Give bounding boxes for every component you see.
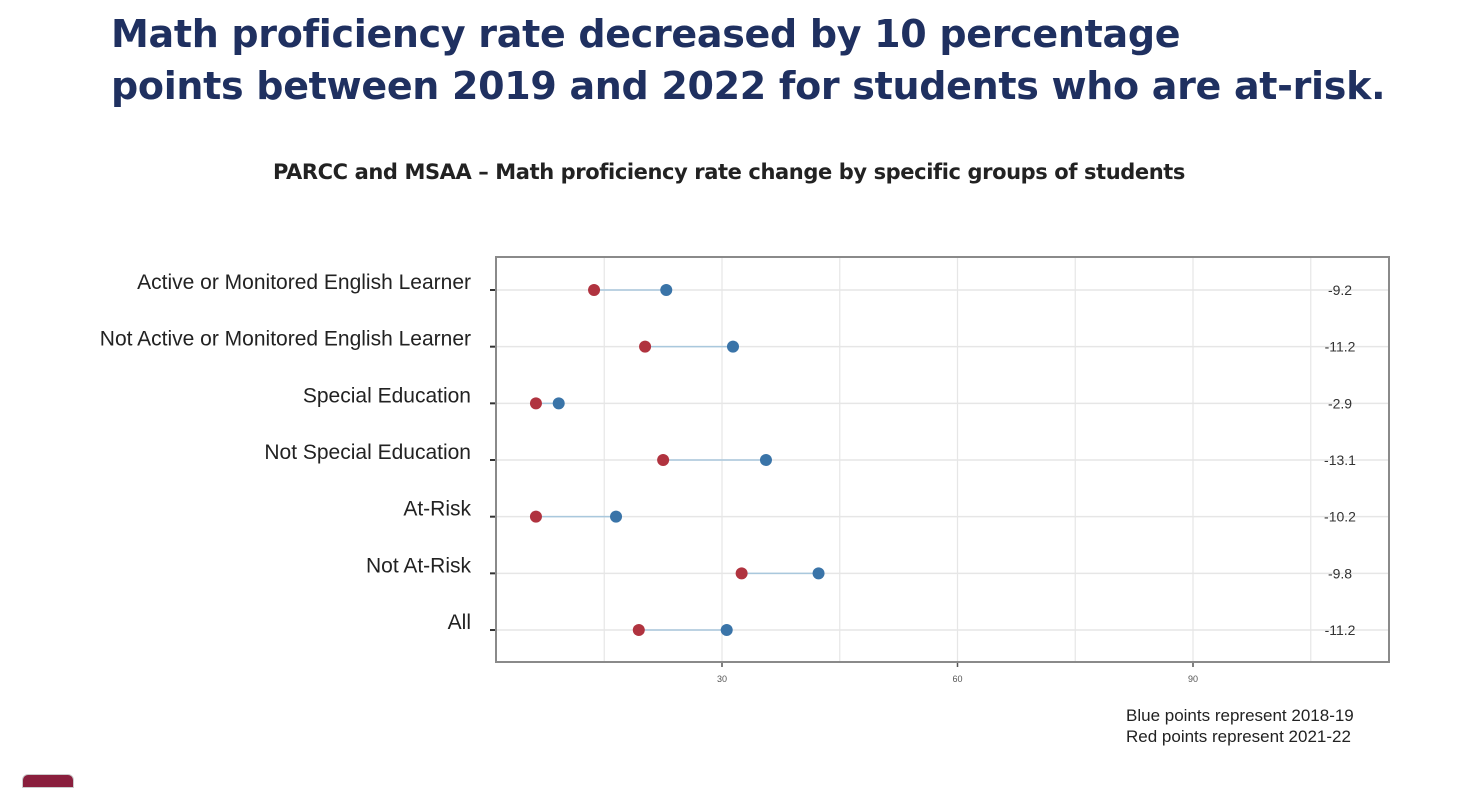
slide-title-line-2: points between 2019 and 2022 for student… xyxy=(111,64,1386,108)
data-points xyxy=(529,284,825,637)
difference-label: -11.2 xyxy=(1325,622,1356,638)
difference-label: -9.2 xyxy=(1328,282,1352,298)
slide-title: Math proficiency rate decreased by 10 pe… xyxy=(111,8,1386,112)
point-2018-19 xyxy=(720,624,733,637)
difference-label: -13.1 xyxy=(1324,452,1356,468)
legend-blue: Blue points represent 2018-19 xyxy=(1126,706,1354,725)
point-2018-19 xyxy=(552,397,565,410)
plot-frame xyxy=(495,256,1390,663)
axis-labels: Active or Monitored English Learner -9.2 N… xyxy=(100,271,1356,684)
y-tick-label: Special Education xyxy=(303,384,471,407)
difference-label: -2.9 xyxy=(1328,395,1352,411)
point-2021-22 xyxy=(529,510,542,523)
difference-label: -11.2 xyxy=(1325,339,1356,355)
chart-title: PARCC and MSAA – Math proficiency rate c… xyxy=(272,160,1186,184)
x-tick-label: 30 xyxy=(717,674,727,684)
y-tick-label: At-Risk xyxy=(403,498,471,521)
point-2021-22 xyxy=(529,397,542,410)
y-tick-label: Not Special Education xyxy=(264,441,471,464)
difference-label: -10.2 xyxy=(1324,509,1356,525)
point-2021-22 xyxy=(639,340,652,353)
y-tick-label: Active or Monitored English Learner xyxy=(137,271,471,294)
point-2021-22 xyxy=(735,567,748,580)
y-tick-label: Not At-Risk xyxy=(366,554,472,577)
legend: Blue points represent 2018-19 Red points… xyxy=(1126,705,1354,747)
point-2018-19 xyxy=(610,510,623,523)
x-tick-label: 60 xyxy=(952,674,962,684)
legend-red: Red points represent 2021-22 xyxy=(1126,727,1351,746)
point-2021-22 xyxy=(588,284,601,296)
point-2018-19 xyxy=(812,567,825,580)
point-2021-22 xyxy=(632,624,645,637)
slide-title-line-1: Math proficiency rate decreased by 10 pe… xyxy=(111,12,1181,56)
point-2021-22 xyxy=(657,454,670,467)
difference-label: -9.8 xyxy=(1328,565,1352,581)
y-tick-label: Not Active or Monitored English Learner xyxy=(100,328,471,351)
x-tick-label: 90 xyxy=(1188,674,1198,684)
point-2018-19 xyxy=(726,340,739,353)
gridlines xyxy=(496,257,1389,662)
connectors xyxy=(535,289,819,631)
corner-logo xyxy=(22,774,74,788)
point-2018-19 xyxy=(759,454,772,467)
point-2018-19 xyxy=(660,284,673,296)
y-tick-label: All xyxy=(448,611,471,634)
